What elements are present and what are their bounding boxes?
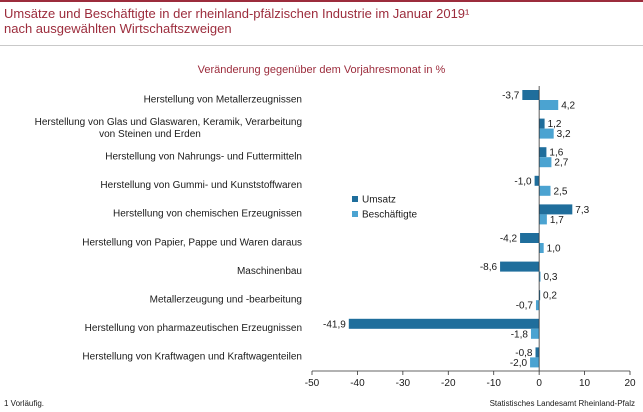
x-tick-label: 0 bbox=[536, 378, 542, 389]
category-label-line: Herstellung von Kraftwagen und Kraftwage… bbox=[82, 352, 302, 363]
bar-beschaeftigte bbox=[539, 185, 551, 196]
data-label: 1,2 bbox=[548, 119, 562, 130]
x-tick-label: -10 bbox=[486, 378, 501, 389]
x-tick-label: -20 bbox=[441, 378, 456, 389]
bar-beschaeftigte bbox=[535, 300, 540, 311]
category-label-line: Herstellung von Papier, Pappe und Waren … bbox=[82, 237, 302, 248]
bar-umsatz bbox=[539, 290, 541, 301]
category-label: Herstellung von chemischen Erzeugnissen bbox=[113, 209, 302, 220]
bar-beschaeftigte bbox=[530, 357, 540, 368]
data-label: -3,7 bbox=[502, 91, 520, 102]
x-tick-label: -30 bbox=[396, 378, 411, 389]
data-label: -0,8 bbox=[515, 348, 533, 359]
bar-beschaeftigte bbox=[539, 271, 541, 282]
top-accent-line bbox=[0, 0, 643, 2]
category-label: Herstellung von Kraftwagen und Kraftwage… bbox=[82, 352, 302, 363]
category-label: Herstellung von pharmazeutischen Erzeugn… bbox=[85, 323, 302, 334]
bar-beschaeftigte bbox=[539, 128, 554, 139]
category-label-line: Herstellung von Metallerzeugnissen bbox=[144, 94, 302, 105]
bar-umsatz bbox=[535, 347, 540, 358]
category-label-line: Herstellung von pharmazeutischen Erzeugn… bbox=[85, 323, 302, 334]
x-tick-label: -40 bbox=[350, 378, 365, 389]
legend-swatch-umsatz bbox=[352, 196, 358, 202]
category-label: Herstellung von Papier, Pappe und Waren … bbox=[82, 237, 302, 248]
category-label-line: von Steinen und Erden bbox=[99, 129, 201, 140]
data-label: -0,7 bbox=[516, 301, 534, 312]
data-label: 1,7 bbox=[550, 215, 564, 226]
data-label: -1,0 bbox=[514, 176, 532, 187]
data-label: -8,6 bbox=[480, 262, 498, 273]
bar-beschaeftigte bbox=[530, 328, 540, 339]
category-label-line: Herstellung von Nahrungs- und Futtermitt… bbox=[105, 152, 302, 163]
data-label: 0,2 bbox=[543, 291, 557, 302]
bar-umsatz bbox=[539, 204, 573, 215]
data-label: 4,2 bbox=[561, 101, 575, 112]
data-label: -2,0 bbox=[510, 358, 528, 369]
category-label-line: Maschinenbau bbox=[237, 266, 302, 277]
category-label-line: Metallerzeugung und -bearbeitung bbox=[150, 295, 302, 306]
bar-beschaeftigte bbox=[539, 157, 552, 168]
x-tick-label: 10 bbox=[579, 378, 591, 389]
category-label: Herstellung von Gummi- und Kunststoffwar… bbox=[100, 180, 302, 191]
title-line-2: nach ausgewählten Wirtschaftszweigen bbox=[4, 21, 232, 36]
legend-label: Beschäftigte bbox=[362, 210, 417, 221]
page-title: Umsätze und Beschäftigte in der rheinlan… bbox=[4, 6, 634, 36]
x-tick-label: -50 bbox=[305, 378, 320, 389]
legend-label: Umsatz bbox=[362, 195, 396, 206]
chart-title: Veränderung gegenüber dem Vorjahresmonat… bbox=[197, 64, 446, 76]
category-label-line: Herstellung von chemischen Erzeugnissen bbox=[113, 209, 302, 220]
data-label: -1,8 bbox=[511, 329, 529, 340]
source-note: Statistisches Landesamt Rheinland-Pfalz bbox=[489, 399, 635, 408]
bar-beschaeftigte bbox=[539, 214, 547, 225]
title-separator bbox=[0, 45, 643, 46]
data-label: -4,2 bbox=[500, 234, 518, 245]
bar-umsatz bbox=[539, 147, 547, 158]
data-label: 1,0 bbox=[547, 244, 561, 255]
category-label: Herstellung von Glas und Glaswaren, Kera… bbox=[35, 117, 302, 140]
bar-umsatz bbox=[520, 233, 540, 243]
title-line-1: Umsätze und Beschäftigte in der rheinlan… bbox=[4, 6, 470, 21]
category-label-line: Herstellung von Glas und Glaswaren, Kera… bbox=[35, 117, 302, 128]
data-label: 7,3 bbox=[575, 205, 589, 216]
category-label: Herstellung von Nahrungs- und Futtermitt… bbox=[105, 152, 302, 163]
bar-umsatz bbox=[522, 90, 540, 100]
bar-beschaeftigte bbox=[539, 243, 544, 253]
bar-umsatz bbox=[348, 318, 540, 329]
x-tick-label: 20 bbox=[624, 378, 636, 389]
data-label: -41,9 bbox=[323, 319, 346, 330]
category-label: Maschinenbau bbox=[237, 266, 302, 277]
data-label: 1,6 bbox=[549, 148, 563, 159]
bar-umsatz bbox=[534, 175, 540, 186]
data-label: 0,3 bbox=[544, 272, 558, 283]
category-label-line: Herstellung von Gummi- und Kunststoffwar… bbox=[100, 180, 302, 191]
data-label: 2,5 bbox=[554, 186, 568, 197]
bar-umsatz bbox=[500, 261, 540, 272]
legend-swatch-beschaeftigte bbox=[352, 211, 358, 217]
footnote: 1 Vorläufig. bbox=[4, 399, 45, 408]
data-label: 3,2 bbox=[557, 129, 571, 140]
category-label: Metallerzeugung und -bearbeitung bbox=[150, 295, 302, 306]
bar-umsatz bbox=[539, 118, 545, 129]
category-label: Herstellung von Metallerzeugnissen bbox=[144, 94, 302, 105]
bar-beschaeftigte bbox=[539, 100, 559, 110]
data-label: 2,7 bbox=[554, 158, 568, 169]
